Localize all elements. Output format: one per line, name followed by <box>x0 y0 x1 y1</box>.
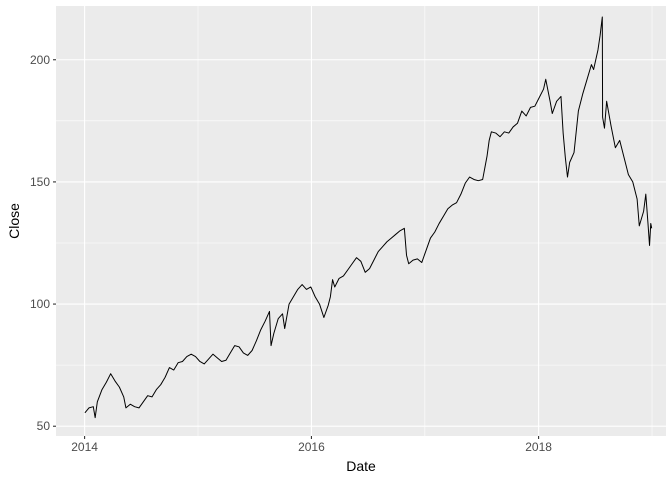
y-axis-title: Close <box>6 203 22 239</box>
y-tick-label: 150 <box>30 175 50 189</box>
major-gridlines <box>56 6 666 436</box>
x-tick-label: 2016 <box>298 440 325 454</box>
minor-gridlines <box>56 6 666 436</box>
series-layer <box>84 16 653 419</box>
x-tick-label: 2014 <box>71 440 98 454</box>
y-tick-label: 50 <box>37 419 51 433</box>
x-tick-label: 2018 <box>525 440 552 454</box>
tick-labels: 50 100 150 200 2014 2016 2018 <box>30 53 552 454</box>
axis-ticks <box>53 59 540 439</box>
close-price-line <box>84 16 653 419</box>
y-tick-label: 200 <box>30 53 50 67</box>
plot-panel <box>56 6 666 436</box>
y-tick-label: 100 <box>30 297 50 311</box>
x-axis-title: Date <box>346 458 376 474</box>
